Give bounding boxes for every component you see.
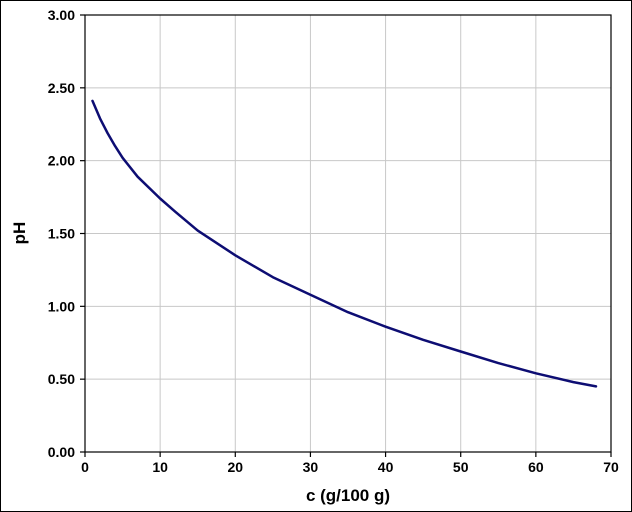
y-tick-label: 0.00	[48, 444, 75, 460]
x-tick-labels: 0 10 20 30 40 50 60 70	[81, 459, 619, 475]
x-tick-label: 50	[453, 459, 469, 475]
x-tick-label: 30	[303, 459, 319, 475]
x-tick-label: 20	[227, 459, 243, 475]
y-tick-label: 1.50	[48, 226, 75, 242]
y-tick-label: 2.50	[48, 80, 75, 96]
y-axis-title: pH	[10, 222, 29, 245]
y-tick-label: 3.00	[48, 7, 75, 23]
y-tick-label: 1.00	[48, 298, 75, 314]
x-axis-title: c (g/100 g)	[306, 486, 390, 505]
x-tick-label: 40	[378, 459, 394, 475]
y-tick-label: 2.00	[48, 153, 75, 169]
y-tick-labels: 0.00 0.50 1.00 1.50 2.00 2.50 3.00	[48, 7, 75, 460]
x-tick-label: 70	[603, 459, 619, 475]
series-layer	[91, 99, 598, 388]
x-tick-label: 10	[152, 459, 168, 475]
x-tick-label: 60	[528, 459, 544, 475]
axis-ticks	[80, 14, 612, 457]
series-line-0	[91, 99, 598, 388]
y-tick-label: 0.50	[48, 371, 75, 387]
gridlines	[85, 15, 611, 452]
x-tick-label: 0	[81, 459, 89, 475]
